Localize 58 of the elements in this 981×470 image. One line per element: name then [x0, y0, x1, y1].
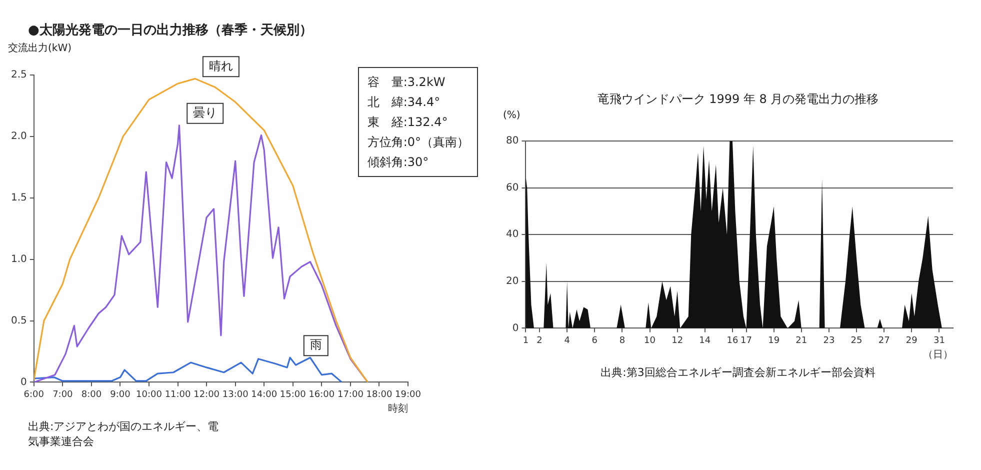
series-label: 曇り [193, 106, 218, 120]
y-tick-label: 1.5 [10, 192, 27, 204]
y-tick-label: 80 [506, 135, 519, 146]
x-tick-label: 16:00 [308, 390, 335, 400]
x-tick-label: 29 [906, 335, 918, 346]
annotation: 北 緯:34.4° [367, 94, 442, 111]
annotation: 容 量:3.2kW [367, 74, 446, 91]
y-tick-label: 60 [506, 182, 519, 193]
x-tick-label: 10:00 [136, 390, 162, 400]
x-tick-label: 8:00 [81, 390, 102, 400]
y-axis-title: (%) [503, 110, 522, 120]
x-tick-label: 14 [699, 335, 711, 346]
x-tick-label: 27 [878, 335, 890, 346]
x-tick-label: 15:00 [280, 390, 306, 400]
chart-title: 竜飛ウインドパーク 1999 年 8 月の発電出力の推移 [596, 90, 880, 108]
x-tick-label: 13:00 [222, 390, 249, 400]
y-tick-label: 20 [506, 275, 519, 286]
x-tick-label: 23 [823, 335, 835, 346]
series-label: 晴れ [208, 58, 233, 73]
x-tick-label: 6 [592, 335, 598, 346]
x-tick-label: 17 [740, 335, 752, 346]
x-axis-title: （日） [923, 349, 953, 360]
x-tick-label: 8 [619, 335, 626, 346]
x-tick-label: 10 [644, 335, 656, 346]
x-tick-label: 18:00 [366, 390, 392, 400]
annotation: 傾斜角:30° [367, 154, 430, 171]
x-tick-label: 16 [726, 335, 738, 346]
x-tick-label: 12:00 [194, 390, 220, 400]
x-tick-label: 11:00 [164, 390, 192, 400]
y-tick-label: 2.5 [10, 70, 27, 81]
y-tick-label: 2.0 [10, 131, 27, 142]
x-tick-label: 19 [768, 335, 780, 346]
x-tick-label: 2 [536, 335, 542, 346]
x-tick-label: 17:00 [337, 390, 364, 400]
y-tick-label: 40 [506, 228, 519, 240]
x-tick-label: 9:00 [110, 390, 131, 400]
source-note: 出典:アジアとわが国のエネルギー、電気事業連合会 [27, 419, 220, 449]
x-tick-label: 19:00 [395, 390, 422, 400]
source-note: 出典:第3回総合エネルギー調査会新エネルギー部会資料 [600, 364, 876, 380]
y-tick-label: 1.0 [10, 254, 27, 265]
x-tick-label: 31 [933, 335, 945, 346]
y-axis-title: 交流出力(kW) [8, 42, 72, 55]
x-tick-label: 4 [564, 335, 570, 346]
y-tick-label: 0 [20, 376, 27, 388]
annotation: 方位角:0°（真南） [367, 134, 469, 151]
chart-title: ●太陽光発電の一日の出力推移（春季・天候別） [27, 22, 314, 39]
series-label: 雨 [310, 338, 322, 352]
x-tick-label: 25 [850, 335, 862, 346]
annotation: 東 経:132.4° [367, 114, 449, 131]
x-axis-title: 時刻 [388, 402, 408, 415]
x-tick-label: 21 [796, 335, 808, 346]
y-tick-label: 0 [512, 322, 519, 334]
y-tick-label: 0.5 [10, 315, 27, 326]
x-tick-label: 7:00 [52, 390, 74, 400]
x-tick-label: 6:00 [24, 390, 44, 400]
x-tick-label: 14:00 [251, 390, 278, 400]
x-tick-label: 1 [522, 335, 529, 346]
x-tick-label: 12 [672, 335, 684, 346]
